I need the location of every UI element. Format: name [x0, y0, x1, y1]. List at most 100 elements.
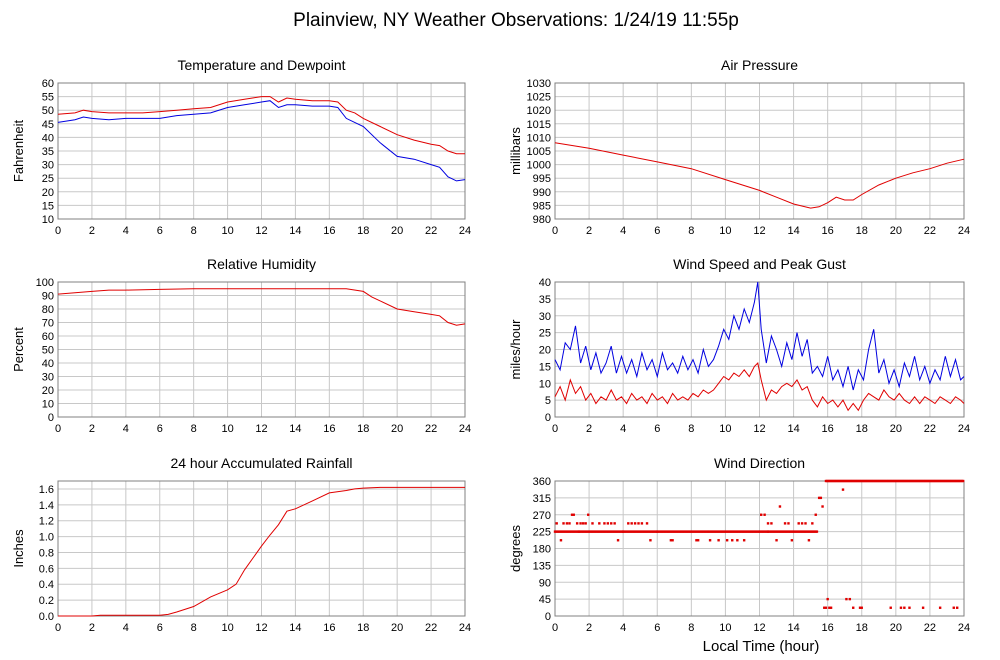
humidity-x-tick-label: 12: [255, 423, 267, 435]
wind-series-1-line: [554, 361, 965, 412]
pressure-x-tick-label: 4: [620, 225, 626, 237]
direction-point: [731, 539, 734, 542]
humidity-series-0-line: [57, 288, 466, 326]
direction-y-tick-label: 315: [533, 493, 551, 505]
direction-y-tick-label: 270: [533, 510, 551, 522]
rain-y-tick-label: 1.6: [39, 484, 54, 496]
direction-point: [961, 479, 965, 483]
humidity-x-tick-label: 14: [289, 423, 301, 435]
direction-point: [725, 539, 729, 542]
temp-x-tick-label: 4: [123, 225, 129, 237]
wind-y-tick-label: 35: [539, 294, 551, 306]
direction-point: [637, 522, 640, 525]
humidity-x-tick-label: 2: [89, 423, 95, 435]
direction-y-tick-label: 225: [533, 527, 551, 539]
wind-y-tick-label: 15: [539, 361, 551, 373]
direction-point: [783, 522, 787, 525]
direction-point: [736, 539, 739, 542]
temp-x-tick-label: 8: [191, 225, 197, 237]
rain-x-tick-label: 20: [391, 622, 403, 634]
direction-point: [814, 513, 817, 516]
rain-y-tick-label: 1.2: [39, 516, 54, 528]
temp-chart-title: Temperature and Dewpoint: [177, 57, 345, 73]
pressure-y-tick-label: 1015: [527, 119, 551, 131]
direction-point: [630, 522, 633, 525]
temp-series-0-line: [57, 96, 465, 155]
direction-point: [627, 522, 630, 525]
humidity-x-tick-label: 24: [459, 423, 471, 435]
direction-point: [669, 539, 673, 542]
pressure-chart: 0 2 4 6 8 10 12 14 16 18 20 22 249809859909951000100…: [508, 57, 970, 237]
pressure-y-axis-label: millibars: [508, 127, 523, 175]
rain-x-tick-label: 14: [289, 622, 301, 634]
temp-x-tick-label: 20: [391, 225, 403, 237]
humidity-y-tick-label: 80: [42, 304, 54, 316]
pressure-y-tick-label: 995: [533, 173, 551, 185]
direction-y-tick-label: 135: [533, 560, 551, 572]
humidity-y-tick-label: 100: [36, 277, 54, 289]
humidity-x-tick-label: 8: [191, 423, 197, 435]
direction-point: [829, 606, 833, 609]
direction-point: [562, 522, 565, 525]
temp-y-tick-label: 15: [42, 200, 54, 212]
direction-point: [826, 597, 829, 601]
pressure-x-tick-label: 24: [958, 225, 970, 237]
direction-x-tick-label: 14: [787, 622, 799, 634]
direction-point: [708, 539, 712, 542]
wind-x-tick-label: 8: [688, 423, 694, 435]
rain-x-tick-label: 24: [459, 622, 471, 634]
wind-y-tick-label: 20: [539, 345, 551, 357]
humidity-x-tick-label: 16: [323, 423, 335, 435]
direction-point: [860, 606, 863, 609]
direction-point: [640, 522, 644, 525]
humidity-x-tick-label: 20: [391, 423, 403, 435]
wind-y-tick-label: 10: [539, 378, 551, 390]
humidity-chart-title: Relative Humidity: [207, 256, 316, 272]
wind-chart: 0 2 4 6 8 10 12 14 16 18 20 22 240510152025303540Win…: [508, 256, 970, 435]
direction-point: [848, 597, 852, 601]
direction-point: [787, 522, 790, 525]
humidity-y-tick-label: 30: [42, 372, 54, 384]
direction-chart: 0 2 4 6 8 10 12 14 16 18 20 22 240459013518022527031…: [508, 455, 970, 634]
direction-point: [766, 522, 770, 525]
rain-y-tick-label: 0.0: [39, 611, 54, 623]
humidity-y-tick-label: 20: [42, 385, 54, 397]
direction-x-tick-label: 22: [924, 622, 936, 634]
pressure-y-tick-label: 980: [533, 214, 551, 226]
pressure-x-tick-label: 10: [719, 225, 731, 237]
direction-x-tick-label: 2: [586, 622, 592, 634]
direction-point: [742, 539, 746, 542]
direction-point: [804, 522, 807, 525]
direction-point: [841, 488, 845, 491]
rain-y-tick-label: 0.6: [39, 563, 54, 575]
temp-y-tick-label: 30: [42, 160, 54, 172]
direction-point: [696, 539, 700, 542]
direction-point: [952, 606, 955, 609]
rain-x-tick-label: 4: [123, 622, 129, 634]
direction-point: [770, 522, 773, 525]
direction-point: [579, 522, 582, 525]
direction-point: [575, 522, 579, 525]
direction-x-tick-label: 16: [822, 622, 834, 634]
wind-x-tick-label: 10: [719, 423, 731, 435]
humidity-x-tick-label: 6: [157, 423, 163, 435]
wind-x-tick-label: 12: [753, 423, 765, 435]
direction-point: [581, 522, 585, 525]
x-axis-title: Local Time (hour): [703, 638, 820, 655]
direction-x-tick-label: 12: [753, 622, 765, 634]
direction-point: [671, 539, 674, 542]
pressure-y-tick-label: 1020: [527, 105, 551, 117]
direction-point: [823, 606, 826, 609]
humidity-x-tick-label: 22: [425, 423, 437, 435]
temp-frame: [57, 82, 466, 220]
rain-x-tick-label: 0: [55, 622, 61, 634]
humidity-y-tick-label: 40: [42, 358, 54, 370]
wind-x-tick-label: 24: [958, 423, 970, 435]
humidity-chart: 0 2 4 6 8 10 12 14 16 18 20 22 240102030405060708090…: [11, 256, 471, 435]
direction-x-tick-label: 20: [890, 622, 902, 634]
temp-x-tick-label: 0: [55, 225, 61, 237]
rain-y-tick-label: 1.0: [39, 532, 54, 544]
direction-y-axis-label: degrees: [508, 525, 523, 572]
temp-x-tick-label: 18: [357, 225, 369, 237]
humidity-y-axis-label: Percent: [11, 327, 26, 372]
